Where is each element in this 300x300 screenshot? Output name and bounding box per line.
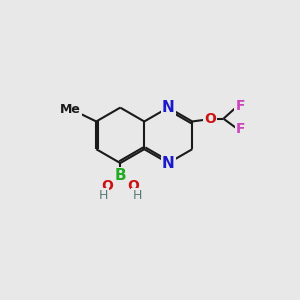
Text: O: O bbox=[101, 179, 113, 193]
Text: B: B bbox=[114, 168, 126, 183]
Text: F: F bbox=[235, 99, 245, 113]
Text: Me: Me bbox=[60, 103, 81, 116]
Text: O: O bbox=[128, 179, 140, 193]
Text: N: N bbox=[162, 100, 175, 115]
Text: H: H bbox=[99, 189, 108, 203]
Text: H: H bbox=[132, 189, 142, 203]
Text: F: F bbox=[236, 122, 245, 136]
Text: O: O bbox=[204, 112, 216, 126]
Text: N: N bbox=[162, 155, 175, 170]
